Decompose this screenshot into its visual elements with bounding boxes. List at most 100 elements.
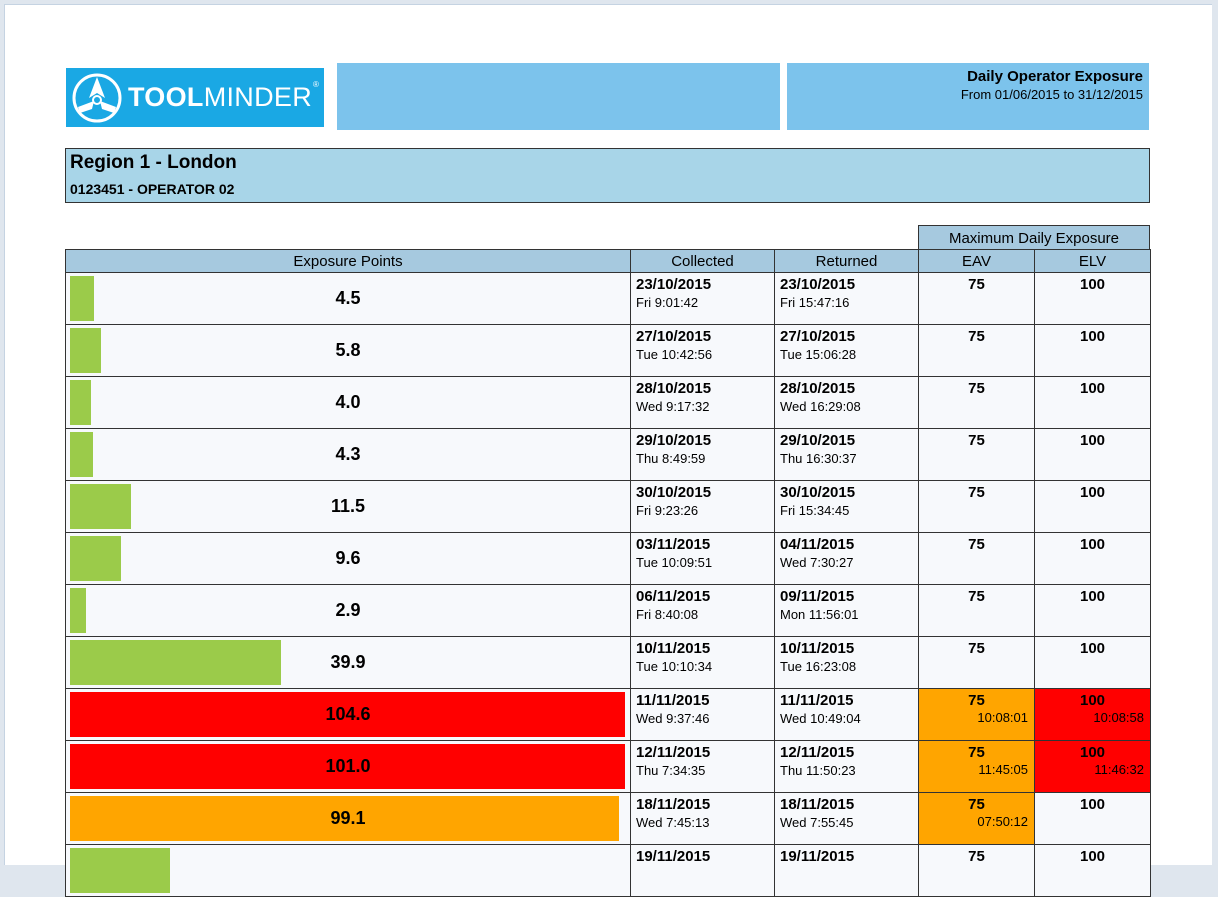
eav-value: 75 (968, 796, 985, 813)
returned-cell: 18/11/2015 Wed 7:55:45 (774, 792, 919, 845)
collected-date: 30/10/2015 (636, 484, 712, 501)
exposure-points-value: 9.6 (335, 548, 361, 568)
report-page: TOOLMINDER ® Daily Operator Exposure Fro… (4, 4, 1212, 897)
returned-time: Tue 16:23:08 (780, 659, 857, 674)
collected-time: Thu 8:49:59 (636, 451, 706, 466)
collected-date: 18/11/2015 (636, 796, 711, 813)
exposure-points-value: 4.0 (335, 392, 361, 412)
returned-time: Wed 16:29:08 (780, 399, 861, 414)
collected-cell: 30/10/2015 Fri 9:23:26 (630, 480, 775, 533)
toolminder-logo-icon (72, 73, 122, 122)
elv-value: 100 (1079, 588, 1106, 605)
collected-cell: 19/11/2015 (630, 844, 775, 897)
logo-wordmark: TOOLMINDER (128, 82, 313, 112)
returned-cell: 19/11/2015 (774, 844, 919, 897)
returned-date: 09/11/2015 (780, 588, 855, 605)
eav-cell: 75 (918, 844, 1035, 897)
exposure-bar (70, 432, 93, 477)
returned-time: Tue 15:06:28 (780, 347, 857, 362)
returned-cell: 12/11/2015 Thu 11:50:23 (774, 740, 919, 793)
collected-time: Thu 7:34:35 (636, 763, 706, 778)
eav-value: 75 (968, 588, 985, 605)
table-row: 4.5 23/10/2015 Fri 9:01:42 23/10/2015 Fri 15… (65, 272, 1151, 325)
returned-time: Fri 15:47:16 (780, 295, 850, 310)
collected-date: 27/10/2015 (636, 328, 712, 345)
exposure-points-value: 5.8 (335, 340, 361, 360)
table-row: 104.6 11/11/2015 Wed 9:37:46 11/11/2015 Wed … (65, 688, 1151, 741)
returned-time: Thu 16:30:37 (780, 451, 857, 466)
returned-time: Wed 7:55:45 (780, 815, 854, 830)
toolminder-logo: TOOLMINDER ® (66, 68, 324, 127)
exposure-points-value: 101.0 (325, 756, 371, 776)
report-title-panel: Daily Operator Exposure From 01/06/2015 … (787, 63, 1149, 130)
exposure-points-cell: 5.8 (65, 324, 631, 377)
exposure-points-value: 2.9 (335, 600, 361, 620)
collected-cell: 11/11/2015 Wed 9:37:46 (630, 688, 775, 741)
elv-cell: 100 (1034, 376, 1151, 429)
region-box: Region 1 - London 0123451 - OPERATOR 02 (65, 148, 1150, 203)
max-daily-exposure-header: Maximum Daily Exposure (918, 225, 1150, 251)
eav-value: 75 (968, 744, 985, 761)
returned-cell: 23/10/2015 Fri 15:47:16 (774, 272, 919, 325)
collected-time: Tue 10:42:56 (636, 347, 713, 362)
report-title: Daily Operator Exposure (967, 68, 1143, 85)
eav-value: 75 (968, 692, 985, 709)
exposure-points-value: 104.6 (325, 704, 371, 724)
returned-date: 29/10/2015 (780, 432, 856, 449)
table-row: 9.6 03/11/2015 Tue 10:09:51 04/11/2015 Wed 7… (65, 532, 1151, 585)
collected-date: 29/10/2015 (636, 432, 712, 449)
eav-value: 75 (968, 328, 985, 345)
col-header-eav: EAV (918, 249, 1035, 273)
returned-cell: 30/10/2015 Fri 15:34:45 (774, 480, 919, 533)
returned-cell: 11/11/2015 Wed 10:49:04 (774, 688, 919, 741)
elv-time: 11:46:32 (1094, 762, 1144, 777)
exposure-points-value (66, 845, 630, 896)
returned-date: 30/10/2015 (780, 484, 856, 501)
collected-cell: 27/10/2015 Tue 10:42:56 (630, 324, 775, 377)
elv-value: 100 (1079, 484, 1106, 501)
eav-cell: 75 (918, 584, 1035, 637)
eav-value: 75 (968, 640, 985, 657)
collected-date: 23/10/2015 (636, 276, 712, 293)
collected-time: Wed 9:37:46 (636, 711, 710, 726)
elv-value: 100 (1079, 276, 1106, 293)
eav-cell: 75 (918, 532, 1035, 585)
exposure-points-cell: 99.1 (65, 792, 631, 845)
returned-cell: 09/11/2015 Mon 11:56:01 (774, 584, 919, 637)
col-header-returned: Returned (774, 249, 919, 273)
elv-cell: 100 (1034, 636, 1151, 689)
eav-cell: 75 (918, 636, 1035, 689)
collected-date: 12/11/2015 (636, 744, 711, 761)
exposure-points-value: 39.9 (330, 652, 366, 672)
returned-time: Wed 7:30:27 (780, 555, 854, 570)
exposure-bar (70, 484, 131, 529)
table-row: 19/11/2015 19/11/2015 75 100 (65, 844, 1151, 897)
exposure-bar (70, 744, 625, 789)
report-date-range: From 01/06/2015 to 31/12/2015 (960, 87, 1143, 102)
exposure-bar (70, 588, 86, 633)
table-row: 99.1 18/11/2015 Wed 7:45:13 18/11/2015 Wed 7… (65, 792, 1151, 845)
eav-time: 07:50:12 (977, 814, 1028, 829)
collected-cell: 28/10/2015 Wed 9:17:32 (630, 376, 775, 429)
exposure-bar (70, 380, 91, 425)
collected-time: Tue 10:09:51 (636, 555, 713, 570)
eav-cell: 75 (918, 480, 1035, 533)
collected-time: Fri 9:01:42 (636, 295, 699, 310)
table-row: 4.3 29/10/2015 Thu 8:49:59 29/10/2015 Thu 16… (65, 428, 1151, 481)
collected-date: 06/11/2015 (636, 588, 711, 605)
elv-cell: 100 (1034, 584, 1151, 637)
table-row: 11.5 30/10/2015 Fri 9:23:26 30/10/2015 Fri 1… (65, 480, 1151, 533)
exposure-points-cell: 4.0 (65, 376, 631, 429)
elv-cell: 100 (1034, 532, 1151, 585)
exposure-table: Exposure Points Collected Returned EAV E… (65, 249, 1151, 897)
collected-cell: 03/11/2015 Tue 10:09:51 (630, 532, 775, 585)
exposure-points-cell: 4.3 (65, 428, 631, 481)
returned-time: Wed 10:49:04 (780, 711, 861, 726)
exposure-points-cell: 39.9 (65, 636, 631, 689)
exposure-bar (70, 796, 619, 841)
returned-date: 10/11/2015 (780, 640, 855, 657)
exposure-bar (70, 276, 94, 321)
returned-cell: 29/10/2015 Thu 16:30:37 (774, 428, 919, 481)
eav-time: 11:45:05 (978, 762, 1028, 777)
col-header-exposure-points: Exposure Points (65, 249, 631, 273)
